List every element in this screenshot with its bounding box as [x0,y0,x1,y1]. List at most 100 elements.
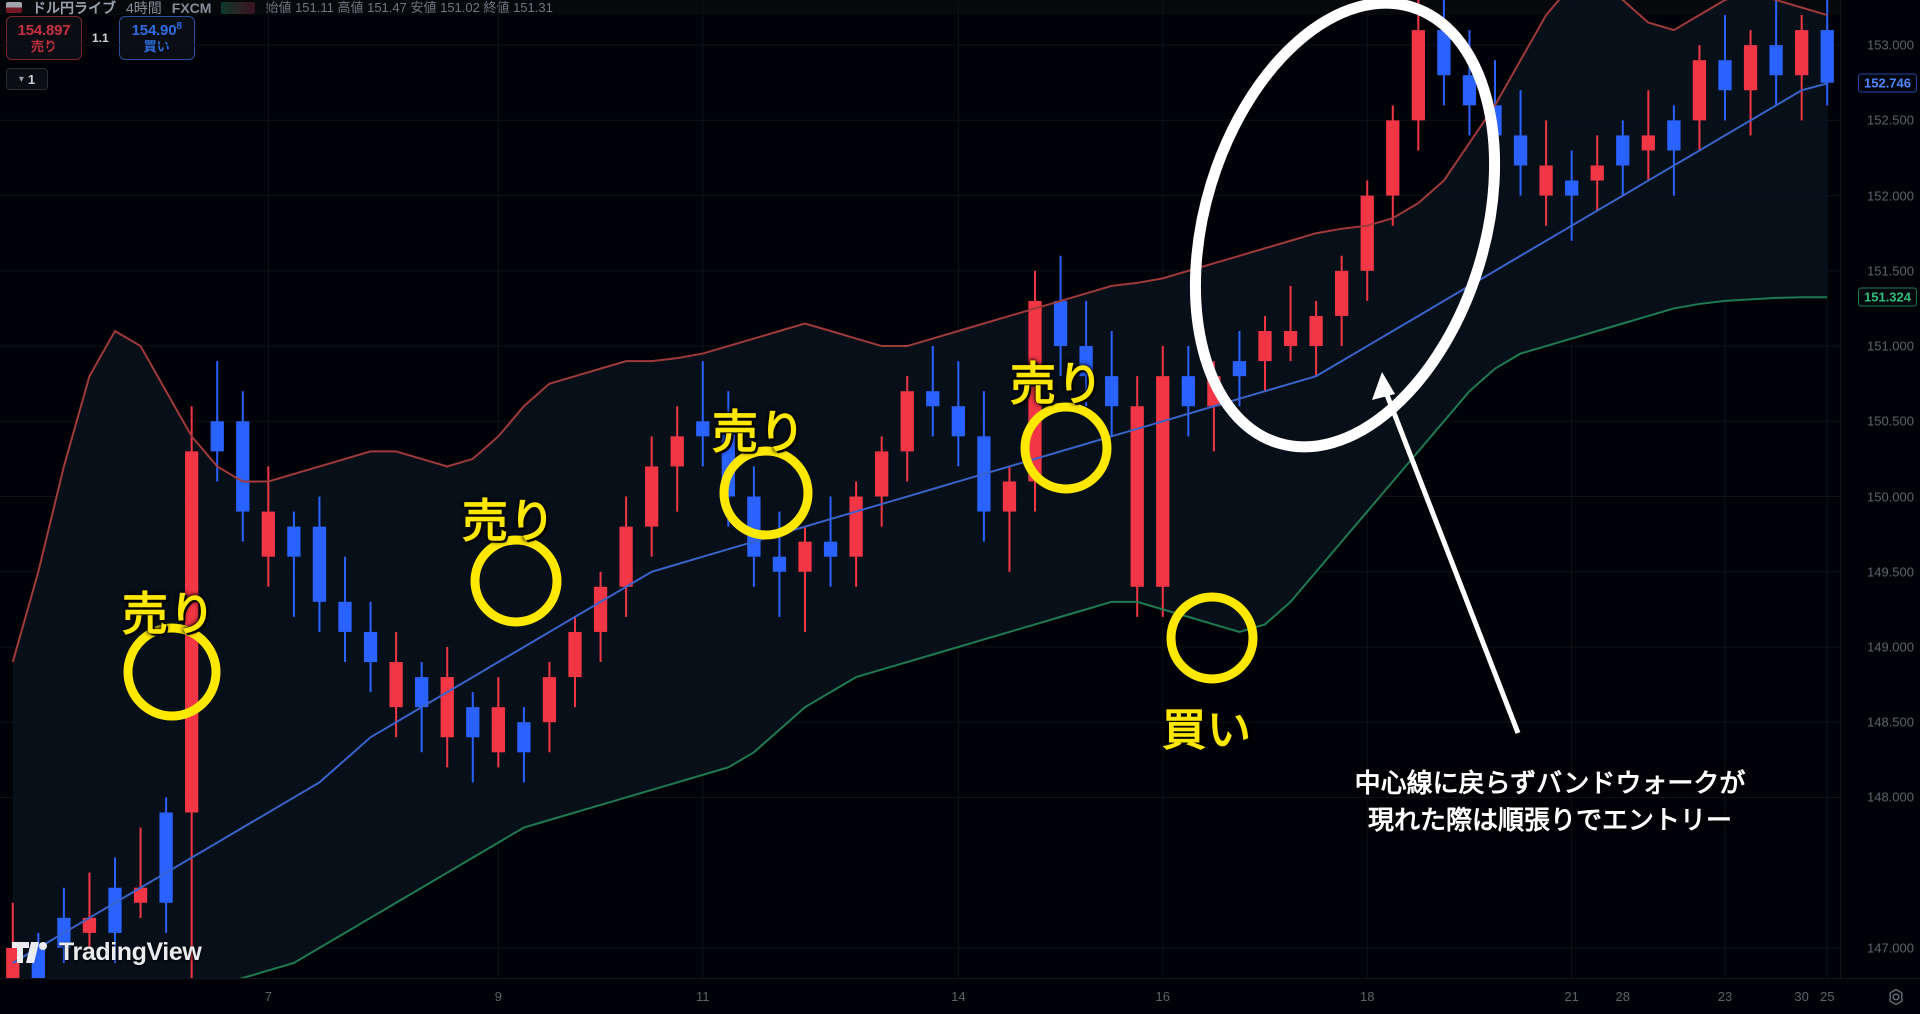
candle-body [1411,30,1425,121]
price-badge-green[interactable]: 151.324 [1858,287,1917,307]
time-tick: 18 [1359,989,1375,1004]
price-tick: 147.000 [1867,940,1914,956]
candle-body [1309,315,1323,347]
candle-body [1437,30,1451,76]
candle-body [108,887,122,933]
lower-band-line [239,296,1828,978]
candle-body [1462,75,1477,106]
candle-body [1079,346,1093,377]
candle-body [619,526,633,587]
candle-body [440,677,454,738]
candle-body [133,887,148,903]
time-tick: 14 [951,989,966,1004]
candle-body [772,556,787,572]
data-source-label[interactable]: FXCM [171,0,212,15]
bollinger-band-fill [12,0,1828,978]
candle-body [900,391,914,452]
candle-body [491,707,505,753]
price-tick: 153.000 [1867,37,1914,53]
price-tick: 148.000 [1867,789,1914,805]
time-scale[interactable]: 7 9 11 14 16 18 21 23 25 28 30 [0,978,1920,1014]
sell-quote-button[interactable]: 154.897 売り [6,16,82,60]
middle-band-line [12,82,1828,964]
price-scale[interactable]: 153.000 152.500 152.000 151.500 151.000 150.5… [1840,0,1920,978]
candle-body [312,526,327,602]
candle-body [849,496,863,557]
candle-body [1820,30,1834,83]
candle-body [1795,30,1809,76]
candle-body [1283,331,1298,347]
price-badge-blue[interactable]: 152.746 [1858,73,1917,93]
candle-body [1616,135,1630,166]
price-tick: 148.500 [1867,714,1914,730]
candle-body [875,451,889,497]
candle-body [1360,195,1374,271]
candle-body [798,541,812,572]
candle-body [542,677,557,723]
candle-body [1105,376,1119,407]
candle-body [1743,45,1758,91]
candle-body [1667,120,1681,151]
candle-body [363,631,378,663]
candle-body [159,812,173,903]
candle-body [670,436,684,467]
candle-body [1488,105,1502,136]
candle-body [1590,165,1604,181]
price-tick: 151.000 [1867,338,1914,354]
candle-body [261,511,275,557]
candle-body [593,586,608,632]
candle-body [1565,180,1579,196]
candle-body [210,421,224,452]
quote-panel: 154.897 売り 1.1 154.908 買い [6,16,195,60]
timeframe-label[interactable]: 4時間 [126,0,162,15]
candle-body [1692,60,1707,121]
chart-style-icon[interactable] [221,1,256,14]
candle-body [1002,481,1017,512]
lot-size-value: 1 [27,71,36,87]
candle-body [1539,165,1553,196]
candle-body [1335,270,1349,316]
upper-band-line [11,0,1828,663]
candle-body [517,722,531,753]
candle-body [926,391,940,407]
time-tick: 23 [1717,989,1733,1004]
candle-body [696,421,710,437]
candle-body [1207,376,1221,407]
time-tick: 21 [1564,989,1579,1004]
candle-body [747,496,761,557]
time-tick: 16 [1155,989,1170,1004]
buy-label: 買い [143,39,170,55]
price-tick: 149.500 [1867,564,1914,580]
candle-body [1232,361,1247,377]
candle-body [31,947,45,978]
candle-body [823,541,838,557]
chart-plot-area[interactable] [0,0,1840,978]
candle-body [389,662,403,708]
candle-body [1028,300,1042,482]
price-tick: 151.500 [1867,263,1914,279]
candle-body [466,707,480,738]
candle-body [568,631,582,678]
buy-quote-button[interactable]: 154.908 買い [118,16,195,60]
gear-icon[interactable] [1886,987,1906,1007]
sell-label: 売り [30,38,57,54]
candle-body [1769,45,1783,76]
price-tick: 149.000 [1867,639,1914,655]
candle-body [236,421,250,512]
candle-body [1386,120,1400,196]
lot-size-dropdown[interactable]: ▾ 1 [6,68,48,90]
candle-body [1181,376,1195,407]
price-tick: 152.500 [1867,112,1914,128]
candle-body [1513,135,1528,166]
time-tick: 28 [1615,989,1630,1004]
price-tick: 152.000 [1867,188,1914,204]
symbol-name[interactable]: ドル円ライブ [32,0,116,15]
time-tick: 9 [494,989,502,1004]
candle-body [645,466,659,527]
sell-price: 154.897 [17,21,71,39]
time-tick: 30 [1794,989,1809,1004]
candle-body [1258,331,1272,362]
candle-body [1718,60,1732,91]
chevron-down-icon: ▾ [18,73,24,85]
candle-body [951,406,965,437]
